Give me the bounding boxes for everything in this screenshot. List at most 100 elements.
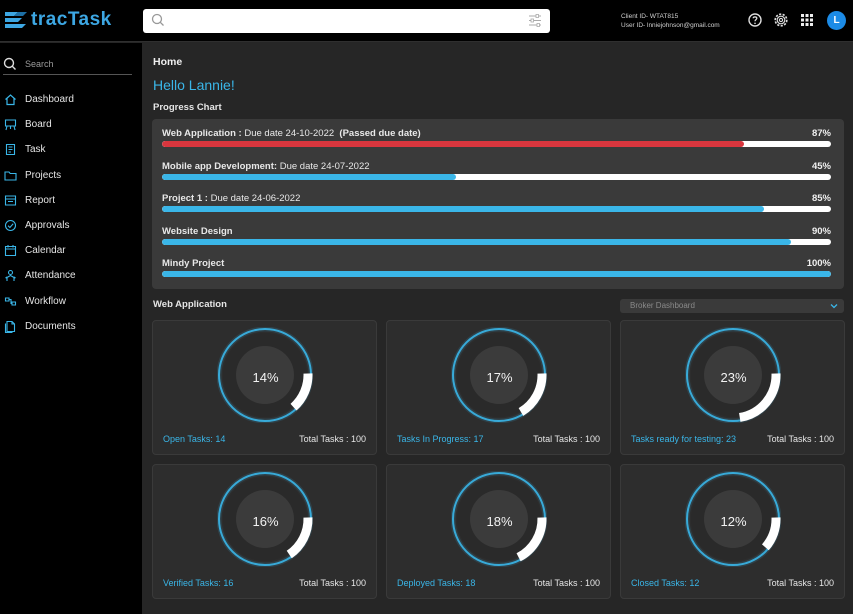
due-date: Due date 24-07-2022 xyxy=(279,160,370,172)
progress-chart-panel: Web Application : Due date 24-10-2022 (P… xyxy=(152,119,844,289)
progress-row[interactable]: Web Application : Due date 24-10-2022 (P… xyxy=(162,128,831,160)
progress-label: Project 1 : Due date 24-06-2022 xyxy=(162,193,300,204)
progress-ring-arc xyxy=(685,327,781,423)
app-logo[interactable]: tracTask xyxy=(4,9,112,31)
progress-row[interactable]: Mindy Project 100% xyxy=(162,258,831,290)
progress-row[interactable]: Project 1 : Due date 24-06-2022 85% xyxy=(162,193,831,225)
settings-icon[interactable] xyxy=(773,12,789,28)
sidebar-item-attendance[interactable]: Attendance xyxy=(0,263,142,288)
task-stat-card[interactable]: 18% Deployed Tasks: 18 Total Tasks : 100 xyxy=(386,464,611,599)
progress-track xyxy=(162,271,831,277)
card-total: Total Tasks : 100 xyxy=(767,434,834,444)
card-total: Total Tasks : 100 xyxy=(533,434,600,444)
progress-row[interactable]: Mobile app Development: Due date 24-07-2… xyxy=(162,161,831,193)
due-date: Due date 24-10-2022 xyxy=(244,128,335,139)
filter-icon[interactable] xyxy=(528,14,542,27)
progress-percent: 87% xyxy=(811,128,831,139)
sidebar-item-label: Calendar xyxy=(25,245,66,257)
progress-bar-fill xyxy=(162,238,791,245)
sidebar-item-label: Projects xyxy=(25,169,62,181)
sidebar-search-placeholder: Search xyxy=(25,59,54,69)
task-stat-card[interactable]: 16% Verified Tasks: 16 Total Tasks : 100 xyxy=(152,464,377,599)
sidebar-item-projects[interactable]: Projects xyxy=(0,163,142,188)
sidebar-item-label: Board xyxy=(25,119,52,131)
project-name: Website Design xyxy=(162,225,233,237)
sidebar: Search Dashboard Board Task Projects Rep… xyxy=(0,43,142,614)
progress-label: Web Application : Due date 24-10-2022 (P… xyxy=(162,128,421,139)
task-stat-card[interactable]: 12% Closed Tasks: 12 Total Tasks : 100 xyxy=(620,464,845,599)
progress-ring xyxy=(217,471,313,567)
greeting-heading: Hello Lannie! xyxy=(153,77,235,93)
client-id: Client ID- WTAT815 xyxy=(621,13,679,20)
sidebar-item-report[interactable]: Report xyxy=(0,188,142,213)
progress-ring xyxy=(685,471,781,567)
sidebar-item-label: Report xyxy=(25,194,56,206)
sidebar-item-calendar[interactable]: Calendar xyxy=(0,238,142,263)
logo-icon xyxy=(5,12,27,28)
progress-row[interactable]: Website Design 90% xyxy=(162,226,831,258)
apps-grid-icon[interactable] xyxy=(799,12,815,28)
user-id: User ID- lnniejohnson@gmail.com xyxy=(621,22,720,29)
due-date: Due date 24-06-2022 xyxy=(210,193,301,204)
card-percent: 16% xyxy=(252,514,279,529)
sidebar-item-documents[interactable]: Documents xyxy=(0,314,142,339)
due-note: (Passed due date) xyxy=(339,128,421,139)
sidebar-item-dashboard[interactable]: Dashboard xyxy=(0,87,142,112)
card-label: Deployed Tasks: 18 xyxy=(397,578,476,588)
card-percent: 17% xyxy=(486,370,513,385)
main-content: Home Hello Lannie! Progress Chart Web Ap… xyxy=(143,43,853,614)
card-label: Open Tasks: 14 xyxy=(163,434,226,444)
calendar-icon xyxy=(4,245,17,257)
task-stat-card[interactable]: 17% Tasks In Progress: 17 Total Tasks : 10… xyxy=(386,320,611,455)
search-icon xyxy=(3,57,16,70)
sidebar-item-approvals[interactable]: Approvals xyxy=(0,213,142,238)
sidebar-item-board[interactable]: Board xyxy=(0,112,142,137)
dropdown-value: Broker Dashboard xyxy=(630,301,695,310)
card-label: Closed Tasks: 12 xyxy=(631,578,700,588)
sidebar-item-label: Workflow xyxy=(25,295,66,307)
card-label: Verified Tasks: 16 xyxy=(163,578,234,588)
task-stat-card[interactable]: 23% Tasks ready for testing: 23 Total Task… xyxy=(620,320,845,455)
card-label: Tasks ready for testing: 23 xyxy=(631,434,737,444)
progress-track xyxy=(162,141,831,147)
progress-bar-fill xyxy=(162,206,765,212)
card-percent: 23% xyxy=(720,370,747,385)
user-avatar[interactable]: L xyxy=(827,11,846,30)
sidebar-item-label: Dashboard xyxy=(25,94,74,106)
sidebar-item-label: Approvals xyxy=(25,220,70,232)
progress-ring xyxy=(685,327,781,423)
progress-ring-arc xyxy=(217,327,313,423)
project-name: Project 1 : xyxy=(162,193,208,204)
search-icon xyxy=(151,13,164,26)
attendance-icon xyxy=(5,270,16,282)
progress-percent: 100% xyxy=(806,258,831,269)
progress-ring-arc xyxy=(451,327,547,423)
card-percent: 14% xyxy=(252,370,279,385)
progress-bar-fill xyxy=(162,271,831,277)
sidebar-item-label: Attendance xyxy=(25,270,76,282)
project-name: Mindy Project xyxy=(162,258,225,269)
global-search-input[interactable] xyxy=(143,9,550,33)
app-name: tracTask xyxy=(31,9,112,30)
dashboard-select[interactable]: Broker Dashboard xyxy=(620,299,844,313)
sidebar-item-task[interactable]: Task xyxy=(0,137,142,162)
progress-percent: 85% xyxy=(811,193,831,204)
sidebar-nav: Dashboard Board Task Projects Report App… xyxy=(0,87,142,339)
sidebar-item-workflow[interactable]: Workflow xyxy=(0,289,142,314)
progress-label: Website Design xyxy=(162,226,233,237)
progress-bar-fill xyxy=(162,141,745,147)
progress-ring-arc xyxy=(217,471,313,567)
progress-ring xyxy=(451,327,547,423)
home-icon xyxy=(5,94,16,106)
sidebar-search-input[interactable]: Search xyxy=(3,55,132,75)
progress-chart-title: Progress Chart xyxy=(153,102,222,113)
task-icon xyxy=(5,144,16,156)
progress-ring xyxy=(451,471,547,567)
chevron-down-icon xyxy=(830,304,838,309)
card-percent: 12% xyxy=(720,514,747,529)
help-icon[interactable] xyxy=(747,12,763,28)
task-stat-card[interactable]: 14% Open Tasks: 14 Total Tasks : 100 xyxy=(152,320,377,455)
progress-ring-arc xyxy=(451,471,547,567)
breadcrumb: Home xyxy=(153,56,183,68)
progress-percent: 45% xyxy=(811,160,831,172)
